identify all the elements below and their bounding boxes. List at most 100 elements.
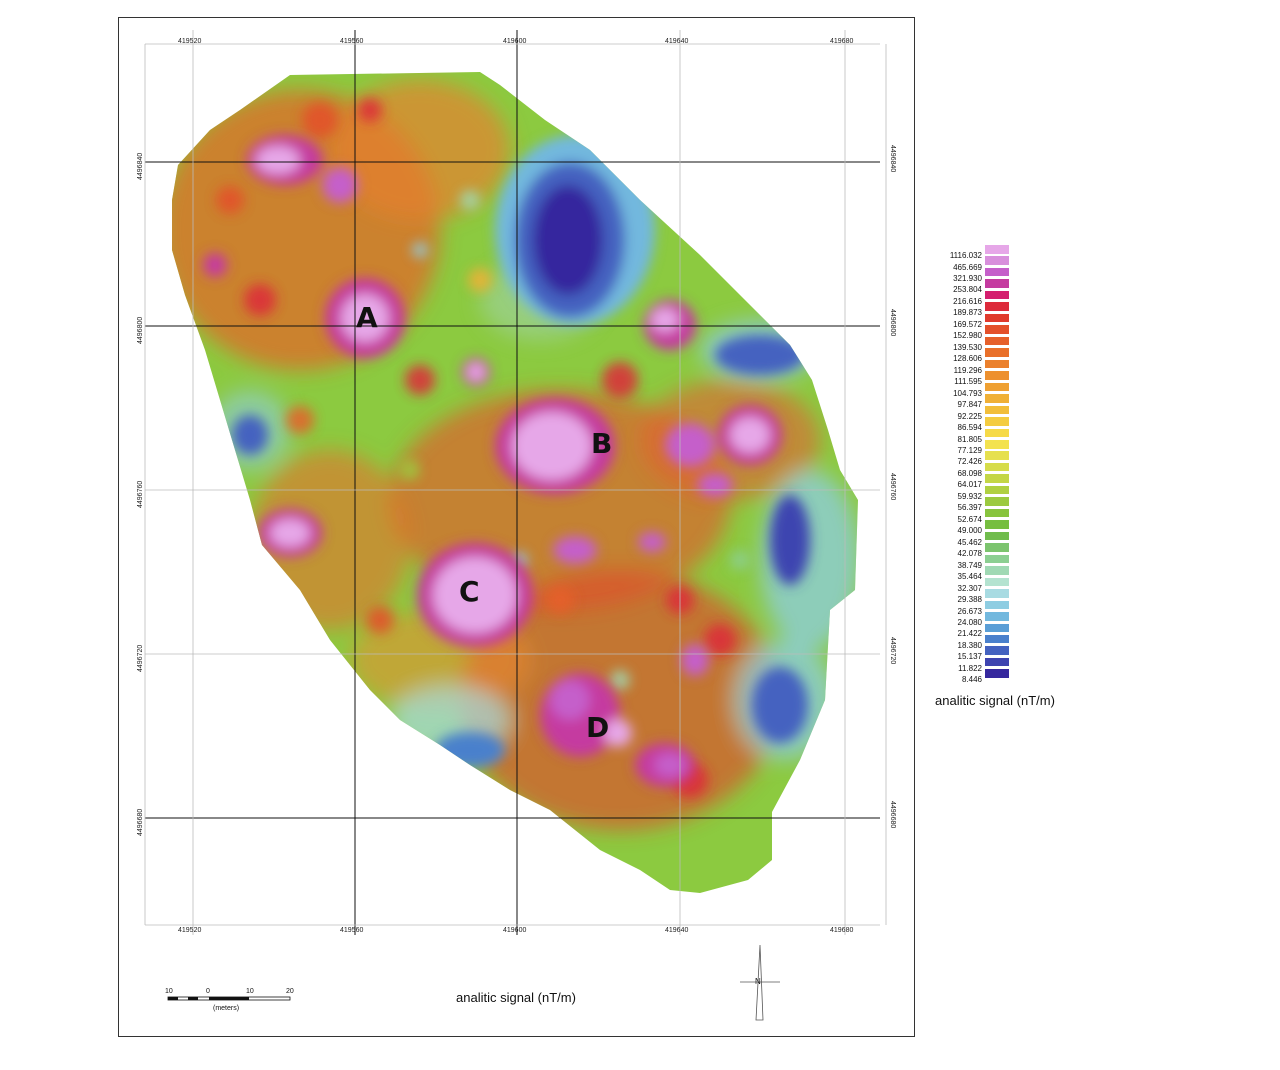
- legend-label: 32.307: [957, 583, 982, 593]
- legend-swatch: [985, 451, 1009, 460]
- legend-label: 111.595: [954, 377, 982, 387]
- legend-swatch: [985, 313, 1009, 323]
- signal-raster: [172, 72, 858, 893]
- legend-label: 38.749: [957, 560, 982, 570]
- legend-label: 321.930: [953, 274, 982, 283]
- legend-swatch: [985, 336, 1009, 346]
- legend-label: 152.980: [953, 331, 982, 341]
- legend-swatch: [985, 669, 1009, 678]
- legend-swatch: [985, 508, 1009, 518]
- x-tick-top-1: 419520: [178, 38, 202, 45]
- legend-label: 81.805: [957, 434, 982, 444]
- y-tick-left-4: 4496720: [137, 644, 144, 672]
- x-tick-bottom-4: 419640: [665, 927, 689, 934]
- legend-label: 42.078: [957, 549, 982, 559]
- y-tick-right-5: 4496680: [889, 801, 896, 829]
- legend-swatch: [985, 577, 1009, 587]
- scale-label-2: 0: [206, 988, 210, 995]
- legend-label: 72.426: [957, 457, 982, 467]
- x-tick-bottom-3: 419600: [503, 927, 527, 934]
- legend-label: 59.932: [957, 491, 982, 501]
- legend-title: analitic signal (nT/m): [935, 693, 1055, 708]
- legend-label: 18.380: [957, 640, 982, 650]
- legend-label: 97.847: [957, 400, 982, 410]
- legend-label: 139.530: [953, 342, 982, 352]
- legend-label: 216.616: [953, 296, 982, 306]
- y-tick-right-2: 4496800: [889, 309, 896, 337]
- legend-label: 169.572: [953, 319, 982, 329]
- x-tick-bottom-2: 419560: [340, 927, 364, 934]
- legend-label: 21.422: [957, 629, 982, 639]
- y-tick-left-5: 4496680: [137, 808, 144, 836]
- legend-label: 15.137: [957, 652, 982, 662]
- legend-swatch: [985, 371, 1009, 380]
- legend-label: 11.822: [958, 663, 982, 673]
- y-tick-right-4: 4496720: [889, 637, 896, 665]
- legend-swatch: [985, 279, 1009, 288]
- legend-label: 56.397: [957, 503, 982, 513]
- legend-label: 64.017: [957, 480, 982, 490]
- legend-swatch: [985, 325, 1009, 334]
- scale-label-1: 10: [165, 988, 173, 995]
- y-tick-left-1: 4496840: [137, 152, 144, 180]
- legend-swatch: [985, 589, 1009, 598]
- legend-label: 24.080: [957, 618, 982, 627]
- legend-swatch: [985, 531, 1009, 541]
- legend-label: 8.446: [961, 675, 982, 685]
- scale-unit: (meters): [213, 1005, 240, 1012]
- legend-swatch: [985, 612, 1009, 621]
- legend-swatch: [985, 417, 1009, 426]
- legend-label: 45.462: [957, 537, 982, 547]
- legend-swatch: [985, 634, 1009, 644]
- legend-swatch: [985, 462, 1009, 472]
- legend-swatch: [985, 543, 1009, 552]
- color-legend: [985, 245, 1009, 681]
- anomaly-label-a: A: [356, 301, 378, 334]
- y-tick-left-2: 4496800: [137, 316, 144, 344]
- legend-label: 26.673: [957, 606, 982, 616]
- legend-swatch: [985, 256, 1009, 265]
- legend-swatch: [985, 382, 1009, 392]
- legend-label: 119.296: [953, 365, 982, 375]
- legend-swatch: [985, 302, 1009, 311]
- scale-bar: [167, 996, 291, 1001]
- legend-swatch: [985, 485, 1009, 495]
- y-tick-left-3: 4496760: [137, 480, 144, 508]
- legend-label: 77.129: [957, 446, 982, 455]
- x-tick-top-3: 419600: [503, 38, 527, 45]
- legend-label: 68.098: [957, 468, 982, 478]
- legend-swatch: [985, 359, 1009, 369]
- x-tick-bottom-1: 419520: [178, 927, 202, 934]
- legend-label: 92.225: [957, 411, 982, 421]
- legend-label: 128.606: [953, 354, 982, 364]
- legend-swatch: [985, 623, 1009, 633]
- legend-swatch: [985, 520, 1009, 529]
- legend-label: 253.804: [953, 285, 982, 295]
- legend-label: 104.793: [953, 388, 982, 398]
- legend-label: 49.000: [957, 526, 982, 536]
- north-label: N: [755, 977, 761, 986]
- legend-swatch: [985, 428, 1009, 438]
- legend-label: 1116.032: [949, 251, 982, 260]
- legend-swatch: [985, 290, 1009, 300]
- x-tick-top-2: 419560: [340, 38, 364, 45]
- anomaly-label-b: B: [591, 427, 613, 460]
- legend-swatch: [985, 497, 1009, 506]
- legend-swatch: [985, 657, 1009, 667]
- legend-swatch: [985, 348, 1009, 357]
- anomaly-label-c: C: [459, 575, 480, 608]
- legend-swatch: [985, 394, 1009, 403]
- legend-swatch: [985, 600, 1009, 610]
- x-tick-bottom-5: 419680: [830, 927, 854, 934]
- legend-label: 189.873: [953, 308, 982, 318]
- legend-swatch: [985, 566, 1009, 575]
- legend-label: 52.674: [957, 514, 982, 524]
- y-tick-right-1: 4496840: [889, 145, 896, 173]
- legend-swatch: [985, 646, 1009, 655]
- legend-label: 465.669: [953, 262, 982, 272]
- anomaly-label-d: D: [586, 711, 610, 744]
- legend-swatch: [985, 554, 1009, 564]
- coordinate-grid-light: [144, 30, 887, 935]
- legend-swatch: [985, 474, 1009, 483]
